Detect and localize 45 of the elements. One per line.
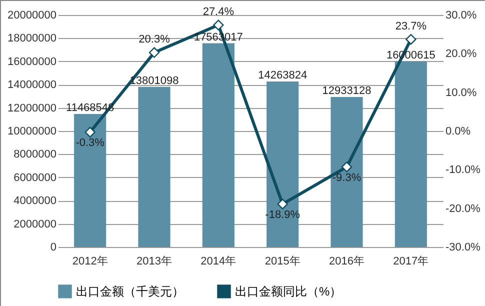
data-label: 12933128: [322, 84, 372, 97]
x-tick-label: 2015年: [264, 256, 300, 268]
bar: [138, 86, 170, 247]
point: [148, 47, 160, 58]
y-tick-label: 6000000: [14, 172, 56, 184]
data-label: 27.4%: [202, 6, 234, 18]
point: [277, 198, 288, 210]
y2-tick-label: 0.0%: [446, 126, 471, 138]
data-label: 23.7%: [395, 20, 427, 32]
y-tick-label: 12000000: [8, 102, 56, 114]
x-tick-label: 2013年: [136, 256, 172, 268]
point: [84, 126, 96, 138]
data-label: 14263824: [258, 70, 308, 82]
data-label: 20.3%: [138, 34, 170, 46]
y-tick-label: 10000000: [8, 126, 56, 138]
bar: [202, 43, 234, 247]
y-tick-label: 14000000: [8, 79, 56, 92]
legend-label: 出口金额（千美元）: [76, 284, 184, 298]
bar: [394, 61, 427, 247]
y-tick-label: 4000000: [14, 195, 56, 208]
point: [341, 162, 352, 172]
y-tick-label: 20000000: [8, 10, 56, 22]
y-tick-label: 16000000: [8, 56, 56, 68]
x-tick-label: 2012年: [72, 256, 108, 268]
y2-tick-label: -10.0%: [446, 164, 481, 176]
x-tick-label: 2016年: [329, 256, 364, 268]
y2-tick-label: -30.0%: [446, 242, 481, 254]
point: [406, 34, 416, 45]
bar: [330, 96, 363, 247]
y-tick-label: 18000000: [8, 32, 56, 45]
y-tick-label: 8000000: [14, 148, 56, 161]
y2-tick-label: -20.0%: [446, 202, 481, 215]
data-label: -0.3%: [76, 137, 105, 150]
y2-tick-label: 10.0%: [446, 86, 477, 99]
y-tick-label: 0: [50, 242, 56, 254]
x-tick-label: 2017年: [393, 256, 429, 268]
y-tick-label: 2000000: [14, 218, 56, 230]
bar: [266, 82, 299, 247]
data-label: -9.3%: [332, 172, 362, 184]
bar: [74, 114, 106, 247]
x-tick-label: 2014年: [200, 256, 236, 268]
point: [213, 20, 224, 30]
y2-tick-label: 20.0%: [446, 48, 477, 60]
legend-label: 出口金额同比（%）: [235, 284, 342, 298]
y2-tick-label: 30.0%: [446, 10, 477, 22]
